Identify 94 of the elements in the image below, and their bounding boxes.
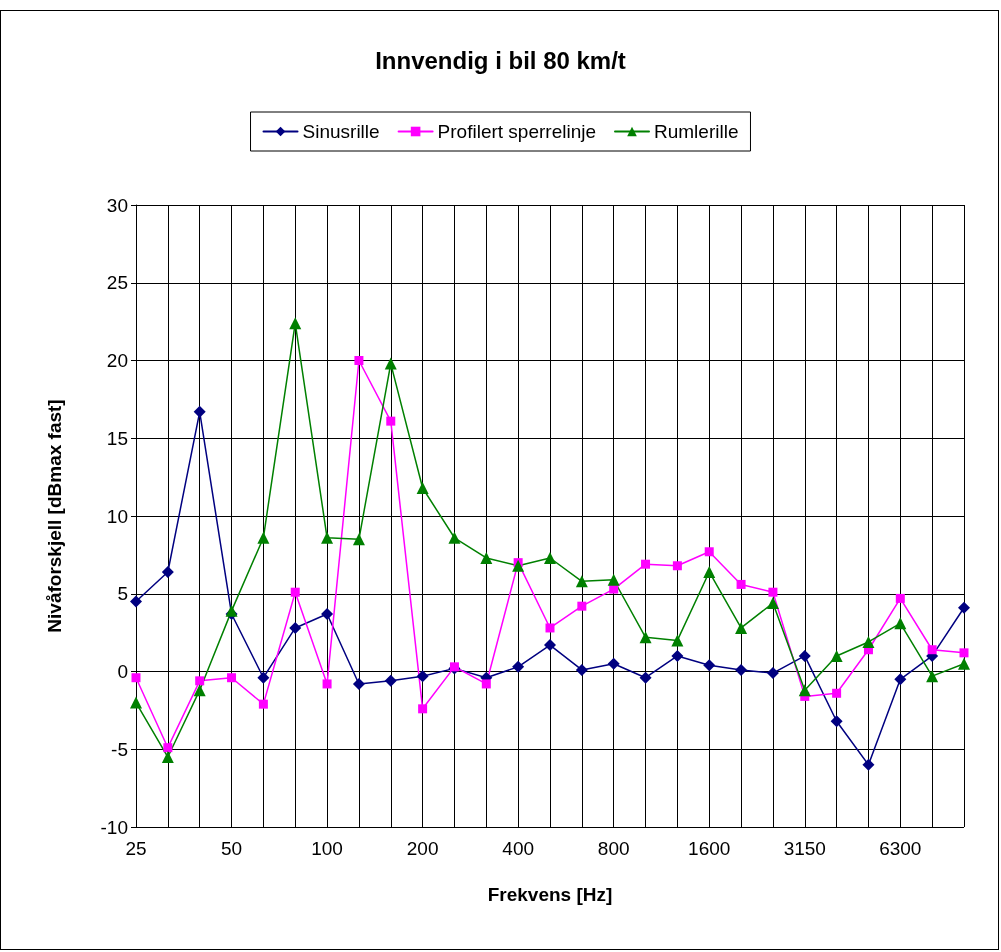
- point: [607, 573, 620, 586]
- point: [577, 601, 587, 611]
- point: [352, 533, 365, 546]
- y-tick-label: 15: [106, 427, 128, 449]
- point: [672, 561, 682, 571]
- point: [766, 667, 779, 680]
- legend-label: Sinusrille: [302, 121, 380, 142]
- point: [512, 660, 525, 673]
- point: [384, 357, 397, 370]
- point: [926, 670, 939, 683]
- point: [290, 587, 300, 597]
- chart-title: Innvendig i bil 80 km/t: [375, 46, 626, 74]
- point: [195, 676, 205, 686]
- point: [227, 673, 237, 683]
- point: [512, 559, 525, 572]
- point: [703, 659, 716, 672]
- point: [352, 677, 365, 690]
- y-tick-label: 25: [106, 272, 128, 294]
- y-tick-label: 5: [117, 583, 128, 605]
- point: [862, 635, 875, 648]
- point: [321, 607, 334, 620]
- point: [418, 704, 428, 714]
- point: [895, 593, 905, 603]
- point: [289, 621, 302, 634]
- point: [958, 601, 970, 614]
- point: [735, 663, 748, 676]
- point: [321, 531, 334, 544]
- point: [130, 696, 142, 709]
- legend-label: Profilert sperrelinje: [437, 121, 597, 142]
- point: [545, 623, 555, 633]
- point: [354, 356, 364, 365]
- point: [959, 648, 969, 658]
- point: [862, 758, 875, 771]
- point: [448, 531, 461, 544]
- point: [130, 595, 142, 608]
- x-tick-label: 400: [502, 838, 535, 859]
- point: [639, 631, 652, 644]
- y-tick-label: 30: [106, 194, 128, 216]
- point: [894, 617, 907, 630]
- point: [257, 531, 270, 544]
- point: [384, 674, 397, 687]
- y-tick-label: -5: [111, 738, 128, 760]
- x-tick-label: 6300: [879, 838, 922, 859]
- y-tick-label: -10: [100, 816, 128, 838]
- y-tick-label: 10: [106, 505, 128, 527]
- point: [480, 551, 493, 564]
- point: [575, 575, 588, 588]
- point: [671, 649, 684, 662]
- point: [798, 684, 811, 697]
- point: [544, 639, 556, 652]
- point: [830, 649, 843, 662]
- x-tick-label: 100: [311, 838, 343, 859]
- point: [161, 751, 174, 764]
- point: [131, 673, 141, 683]
- point: [894, 673, 907, 686]
- point: [161, 565, 174, 578]
- point: [163, 743, 173, 753]
- point: [768, 587, 778, 597]
- point: [193, 405, 206, 418]
- x-tick-label: 200: [406, 838, 439, 859]
- x-tick-label: 50: [220, 838, 243, 859]
- x-tick-label: 1600: [688, 838, 731, 859]
- y-axis-title: Nivåforskjell [dBmax fast]: [44, 399, 65, 633]
- point: [671, 634, 684, 647]
- point: [766, 597, 779, 610]
- point: [798, 649, 811, 662]
- point: [832, 688, 842, 698]
- point: [544, 551, 556, 564]
- point: [830, 715, 843, 728]
- point: [958, 657, 970, 670]
- point: [607, 657, 620, 670]
- y-tick-label: 20: [106, 350, 128, 371]
- point: [258, 699, 268, 709]
- x-tick-label: 3150: [783, 838, 826, 859]
- point: [416, 670, 429, 683]
- point: [735, 621, 748, 634]
- x-tick-label: 800: [597, 838, 630, 859]
- point: [193, 684, 206, 697]
- point: [289, 317, 302, 330]
- y-tick-label: 0: [117, 661, 128, 682]
- point: [257, 671, 270, 684]
- point: [927, 645, 937, 655]
- point: [736, 579, 746, 589]
- point: [704, 547, 714, 557]
- point: [416, 482, 429, 495]
- point: [639, 671, 652, 684]
- point: [322, 679, 332, 689]
- point: [703, 565, 716, 578]
- point: [386, 416, 396, 426]
- point: [481, 679, 491, 689]
- point: [575, 663, 588, 676]
- point: [641, 559, 651, 569]
- legend-label: Rumlerille: [654, 121, 739, 142]
- x-axis-title: Frekvens [Hz]: [487, 884, 613, 905]
